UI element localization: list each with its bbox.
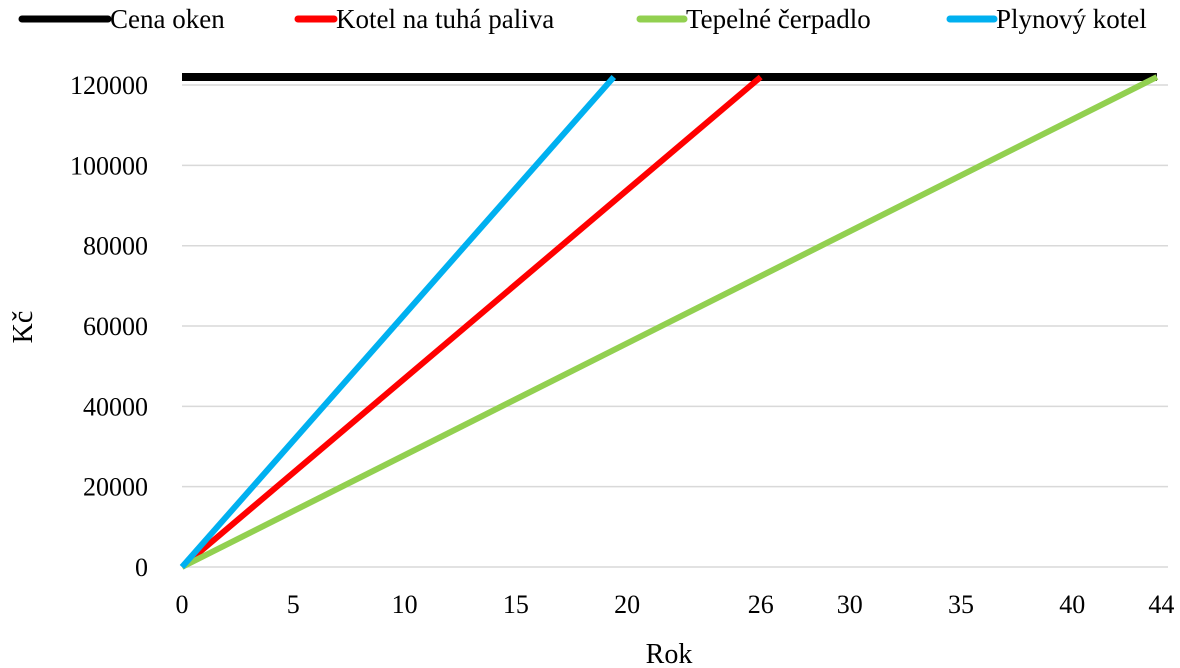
legend-label: Plynový kotel: [996, 4, 1147, 34]
y-tick-label: 40000: [83, 392, 148, 421]
x-axis-title: Rok: [646, 639, 693, 668]
x-tick-label: 0: [176, 590, 189, 619]
y-tick-label: 20000: [83, 473, 148, 502]
y-tick-label: 0: [135, 553, 148, 582]
y-tick-label: 120000: [70, 71, 148, 100]
legend-label: Cena oken: [110, 4, 225, 34]
x-tick-label: 40: [1059, 590, 1085, 619]
x-axis-ticks: 0 5 10 15 20 26 30 35 40 44: [176, 590, 1175, 619]
series-line: [180, 74, 763, 570]
y-tick-label: 80000: [83, 232, 148, 261]
x-tick-label: 26: [748, 590, 774, 619]
x-tick-label: 15: [503, 590, 529, 619]
y-axis-title: Kč: [8, 311, 39, 344]
y-tick-label: 60000: [83, 312, 148, 341]
legend-label: Tepelné čerpadlo: [686, 4, 871, 34]
y-tick-label: 100000: [70, 151, 148, 180]
x-tick-label: 5: [287, 590, 300, 619]
x-tick-label: 10: [392, 590, 418, 619]
series-lines: [179, 73, 1159, 570]
series-line: [179, 75, 617, 569]
x-tick-label: 30: [837, 590, 863, 619]
series-line: [180, 74, 1159, 570]
x-tick-label: 35: [948, 590, 974, 619]
legend: Cena oken Kotel na tuhá paliva Tepelné čer…: [18, 4, 1147, 34]
y-axis-ticks: 0 20000 40000 60000 80000 100000 120000: [70, 71, 148, 582]
x-tick-label: 44: [1148, 590, 1174, 619]
legend-label: Kotel na tuhá paliva: [336, 4, 554, 34]
x-tick-label: 20: [614, 590, 640, 619]
